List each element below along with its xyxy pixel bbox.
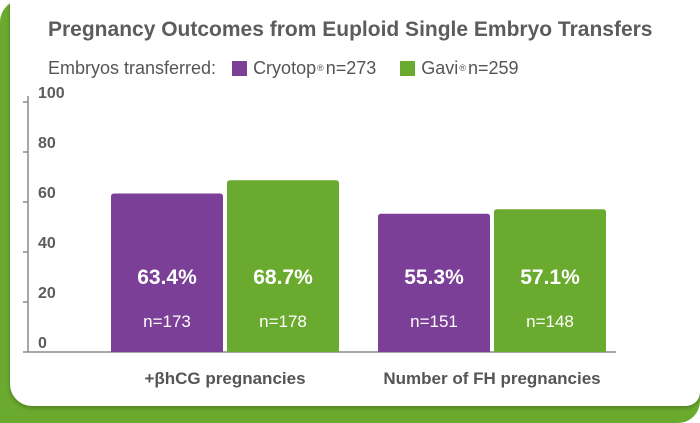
legend: Embryos transferred: Cryotop ® n=273 Gavi… xyxy=(48,57,543,79)
y-tick-label: 80 xyxy=(38,135,56,152)
legend-mark-cryotop: ® xyxy=(317,63,324,73)
legend-swatch-cryotop xyxy=(232,60,248,76)
bar-count-label: n=178 xyxy=(259,312,307,331)
bar-group: 63.4% n=173 xyxy=(111,193,223,352)
bar-group: 68.7% n=178 xyxy=(227,180,339,352)
bar-group: 55.3% n=151 xyxy=(378,213,490,352)
x-axis-labels: +βhCG pregnancies Number of FH pregnancie… xyxy=(144,369,600,388)
legend-item-cryotop: Cryotop ® n=273 xyxy=(232,58,376,79)
legend-caption: Embryos transferred: xyxy=(48,57,217,78)
y-tick-label: 60 xyxy=(38,185,56,202)
bar-count-label: n=148 xyxy=(526,312,574,331)
x-category-label: Number of FH pregnancies xyxy=(383,369,600,388)
legend-label-gavi: Gavi xyxy=(421,57,459,78)
legend-label-cryotop: Cryotop xyxy=(253,57,317,78)
bar-count-label: n=173 xyxy=(143,312,191,331)
y-tick-label: 100 xyxy=(38,85,65,102)
y-tick-label: 0 xyxy=(38,335,47,352)
bar-value-label: 55.3% xyxy=(404,266,464,289)
legend-n-cryotop: n=273 xyxy=(325,57,377,78)
bar xyxy=(111,193,223,352)
legend-swatch-gavi xyxy=(400,60,416,76)
bar-group: 57.1% n=148 xyxy=(494,209,606,352)
y-tick-label: 40 xyxy=(38,235,56,252)
legend-n-gavi: n=259 xyxy=(467,57,519,78)
chart-title: Pregnancy Outcomes from Euploid Single E… xyxy=(48,18,653,41)
bar-value-label: 57.1% xyxy=(520,266,580,289)
bar xyxy=(227,180,339,352)
bar-value-label: 68.7% xyxy=(253,266,313,289)
y-tick-label: 20 xyxy=(38,285,56,302)
x-category-label: +βhCG pregnancies xyxy=(144,369,305,388)
legend-item-gavi: Gavi ® n=259 xyxy=(400,57,519,79)
bars: 63.4% n=173 68.7% n=178 55.3% n=151 57.1% n=148 xyxy=(111,180,606,352)
bar xyxy=(494,209,606,352)
bar xyxy=(378,213,490,352)
legend-mark-gavi: ® xyxy=(459,63,466,73)
bar-value-label: 63.4% xyxy=(137,266,197,289)
bar-count-label: n=151 xyxy=(410,312,458,331)
